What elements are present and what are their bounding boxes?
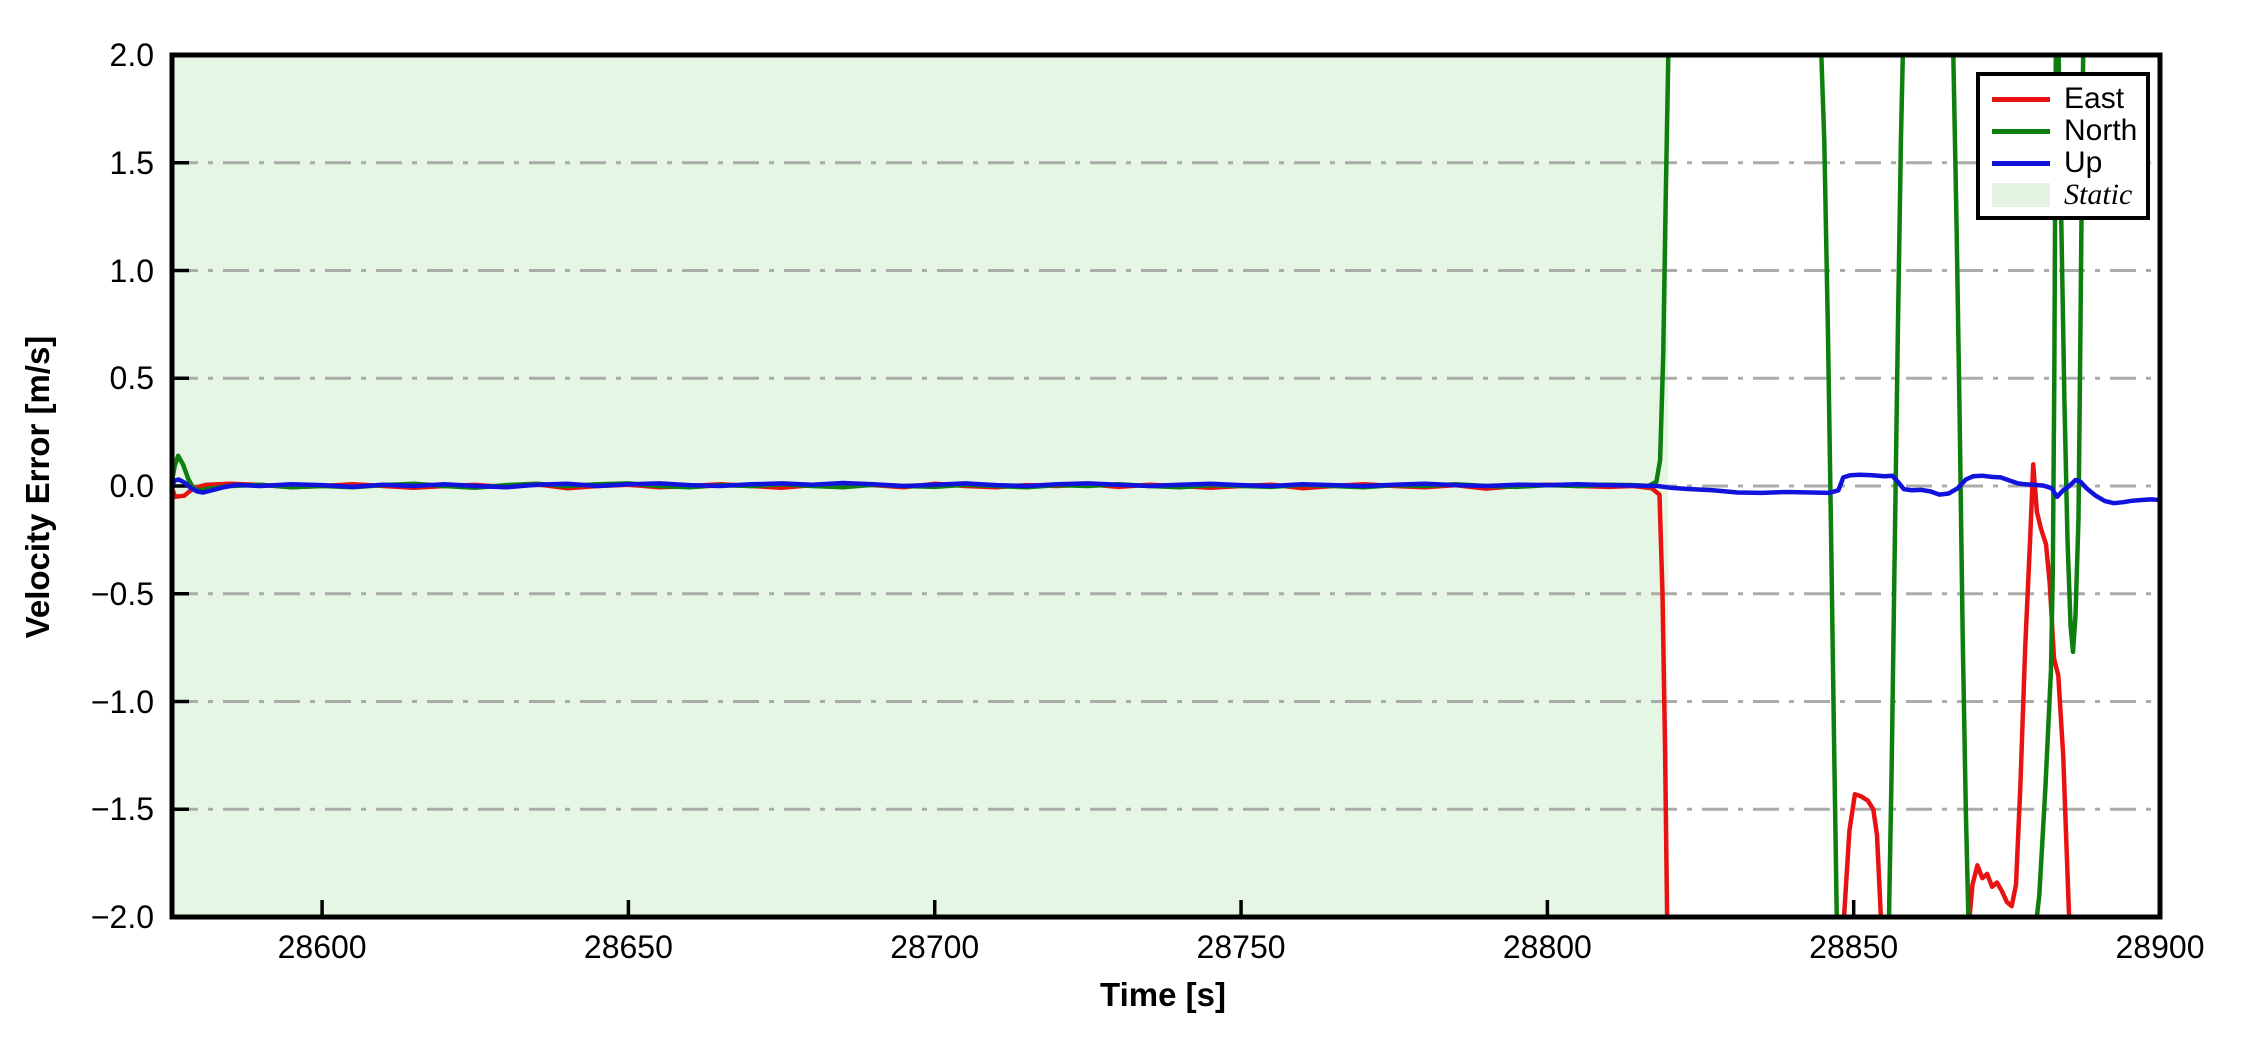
- legend-item-up: Up: [1992, 147, 2136, 179]
- y-tick-label-2.0: 2.0: [109, 37, 154, 73]
- y-axis-title: Velocity Error [m/s]: [19, 335, 56, 639]
- legend: East North Up Static: [1976, 72, 2150, 220]
- legend-label-north: North: [2064, 114, 2138, 147]
- x-tick-label-28650: 28650: [583, 929, 673, 965]
- y-tick-label-−2.0: −2.0: [90, 899, 154, 935]
- legend-east-sample: [1992, 96, 2050, 102]
- x-axis-title: Time [s]: [1100, 976, 1226, 1013]
- legend-label-east: East: [2064, 82, 2125, 115]
- y-tick-label-1.0: 1.0: [109, 252, 154, 289]
- legend-item-north: North: [1992, 114, 2138, 147]
- plot-frame: [169, 52, 2163, 920]
- legend-label-up: Up: [2064, 146, 2103, 179]
- y-tick-label-−1.5: −1.5: [90, 791, 154, 828]
- legend-item-east: East: [1992, 83, 2136, 115]
- series-up: [171, 472, 2161, 506]
- y-tick-label-1.5: 1.5: [109, 144, 154, 181]
- y-tick-label-−1.0: −1.0: [90, 683, 154, 720]
- x-tick-label-28700: 28700: [890, 929, 980, 965]
- y-tick-label-0.5: 0.5: [109, 360, 154, 397]
- y-tick-label-0.0: 0.0: [109, 468, 154, 504]
- y-tick-label-−0.5: −0.5: [90, 575, 154, 612]
- x-tick-label-28900: 28900: [2115, 929, 2205, 965]
- legend-item-static: Static: [1992, 179, 2136, 211]
- legend-up-sample: [1992, 160, 2050, 166]
- x-tick-label-28850: 28850: [1809, 929, 1899, 965]
- x-tick-label-28750: 28750: [1196, 929, 1286, 965]
- legend-label-static: Static: [2064, 178, 2133, 211]
- legend-static-sample: [1992, 183, 2050, 207]
- x-tick-label-28600: 28600: [277, 929, 367, 965]
- legend-north-sample: [1992, 128, 2050, 134]
- x-tick-label-28800: 28800: [1502, 929, 1592, 965]
